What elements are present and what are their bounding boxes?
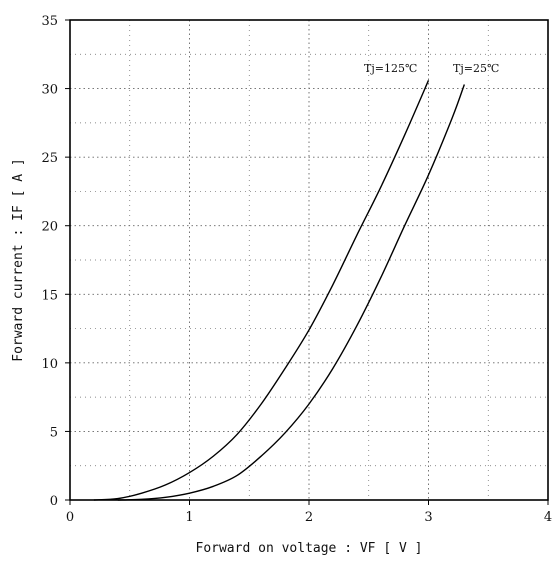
series-label-tj125: Tj=125℃ <box>364 62 417 75</box>
x-tick-label: 1 <box>185 510 193 525</box>
y-tick-label: 25 <box>41 151 58 166</box>
x-tick-label: 3 <box>424 510 432 525</box>
y-tick-label: 10 <box>41 357 58 372</box>
y-tick-label: 20 <box>41 220 58 235</box>
ticks <box>65 19 549 505</box>
y-tick-label: 5 <box>50 425 58 440</box>
y-axis-label: Forward current : IF [ A ] <box>11 158 26 362</box>
y-tick-labels: 0 5 10 15 20 25 30 35 <box>41 14 58 509</box>
x-tick-labels: 0 1 2 3 4 <box>66 510 552 525</box>
grid <box>70 20 548 500</box>
y-tick-label: 35 <box>41 14 58 29</box>
y-tick-label: 0 <box>50 494 58 509</box>
x-tick-label: 4 <box>544 510 552 525</box>
y-tick-label: 30 <box>41 83 58 98</box>
y-tick-label: 15 <box>41 288 58 303</box>
curves <box>93 80 466 501</box>
series-label-tj25: Tj=25℃ <box>453 62 499 75</box>
x-tick-label: 0 <box>66 510 74 525</box>
series-line-tj25 <box>117 84 466 501</box>
x-tick-label: 2 <box>305 510 313 525</box>
series-line-tj125 <box>93 80 430 501</box>
x-axis-label: Forward on voltage : VF [ V ] <box>196 541 423 556</box>
